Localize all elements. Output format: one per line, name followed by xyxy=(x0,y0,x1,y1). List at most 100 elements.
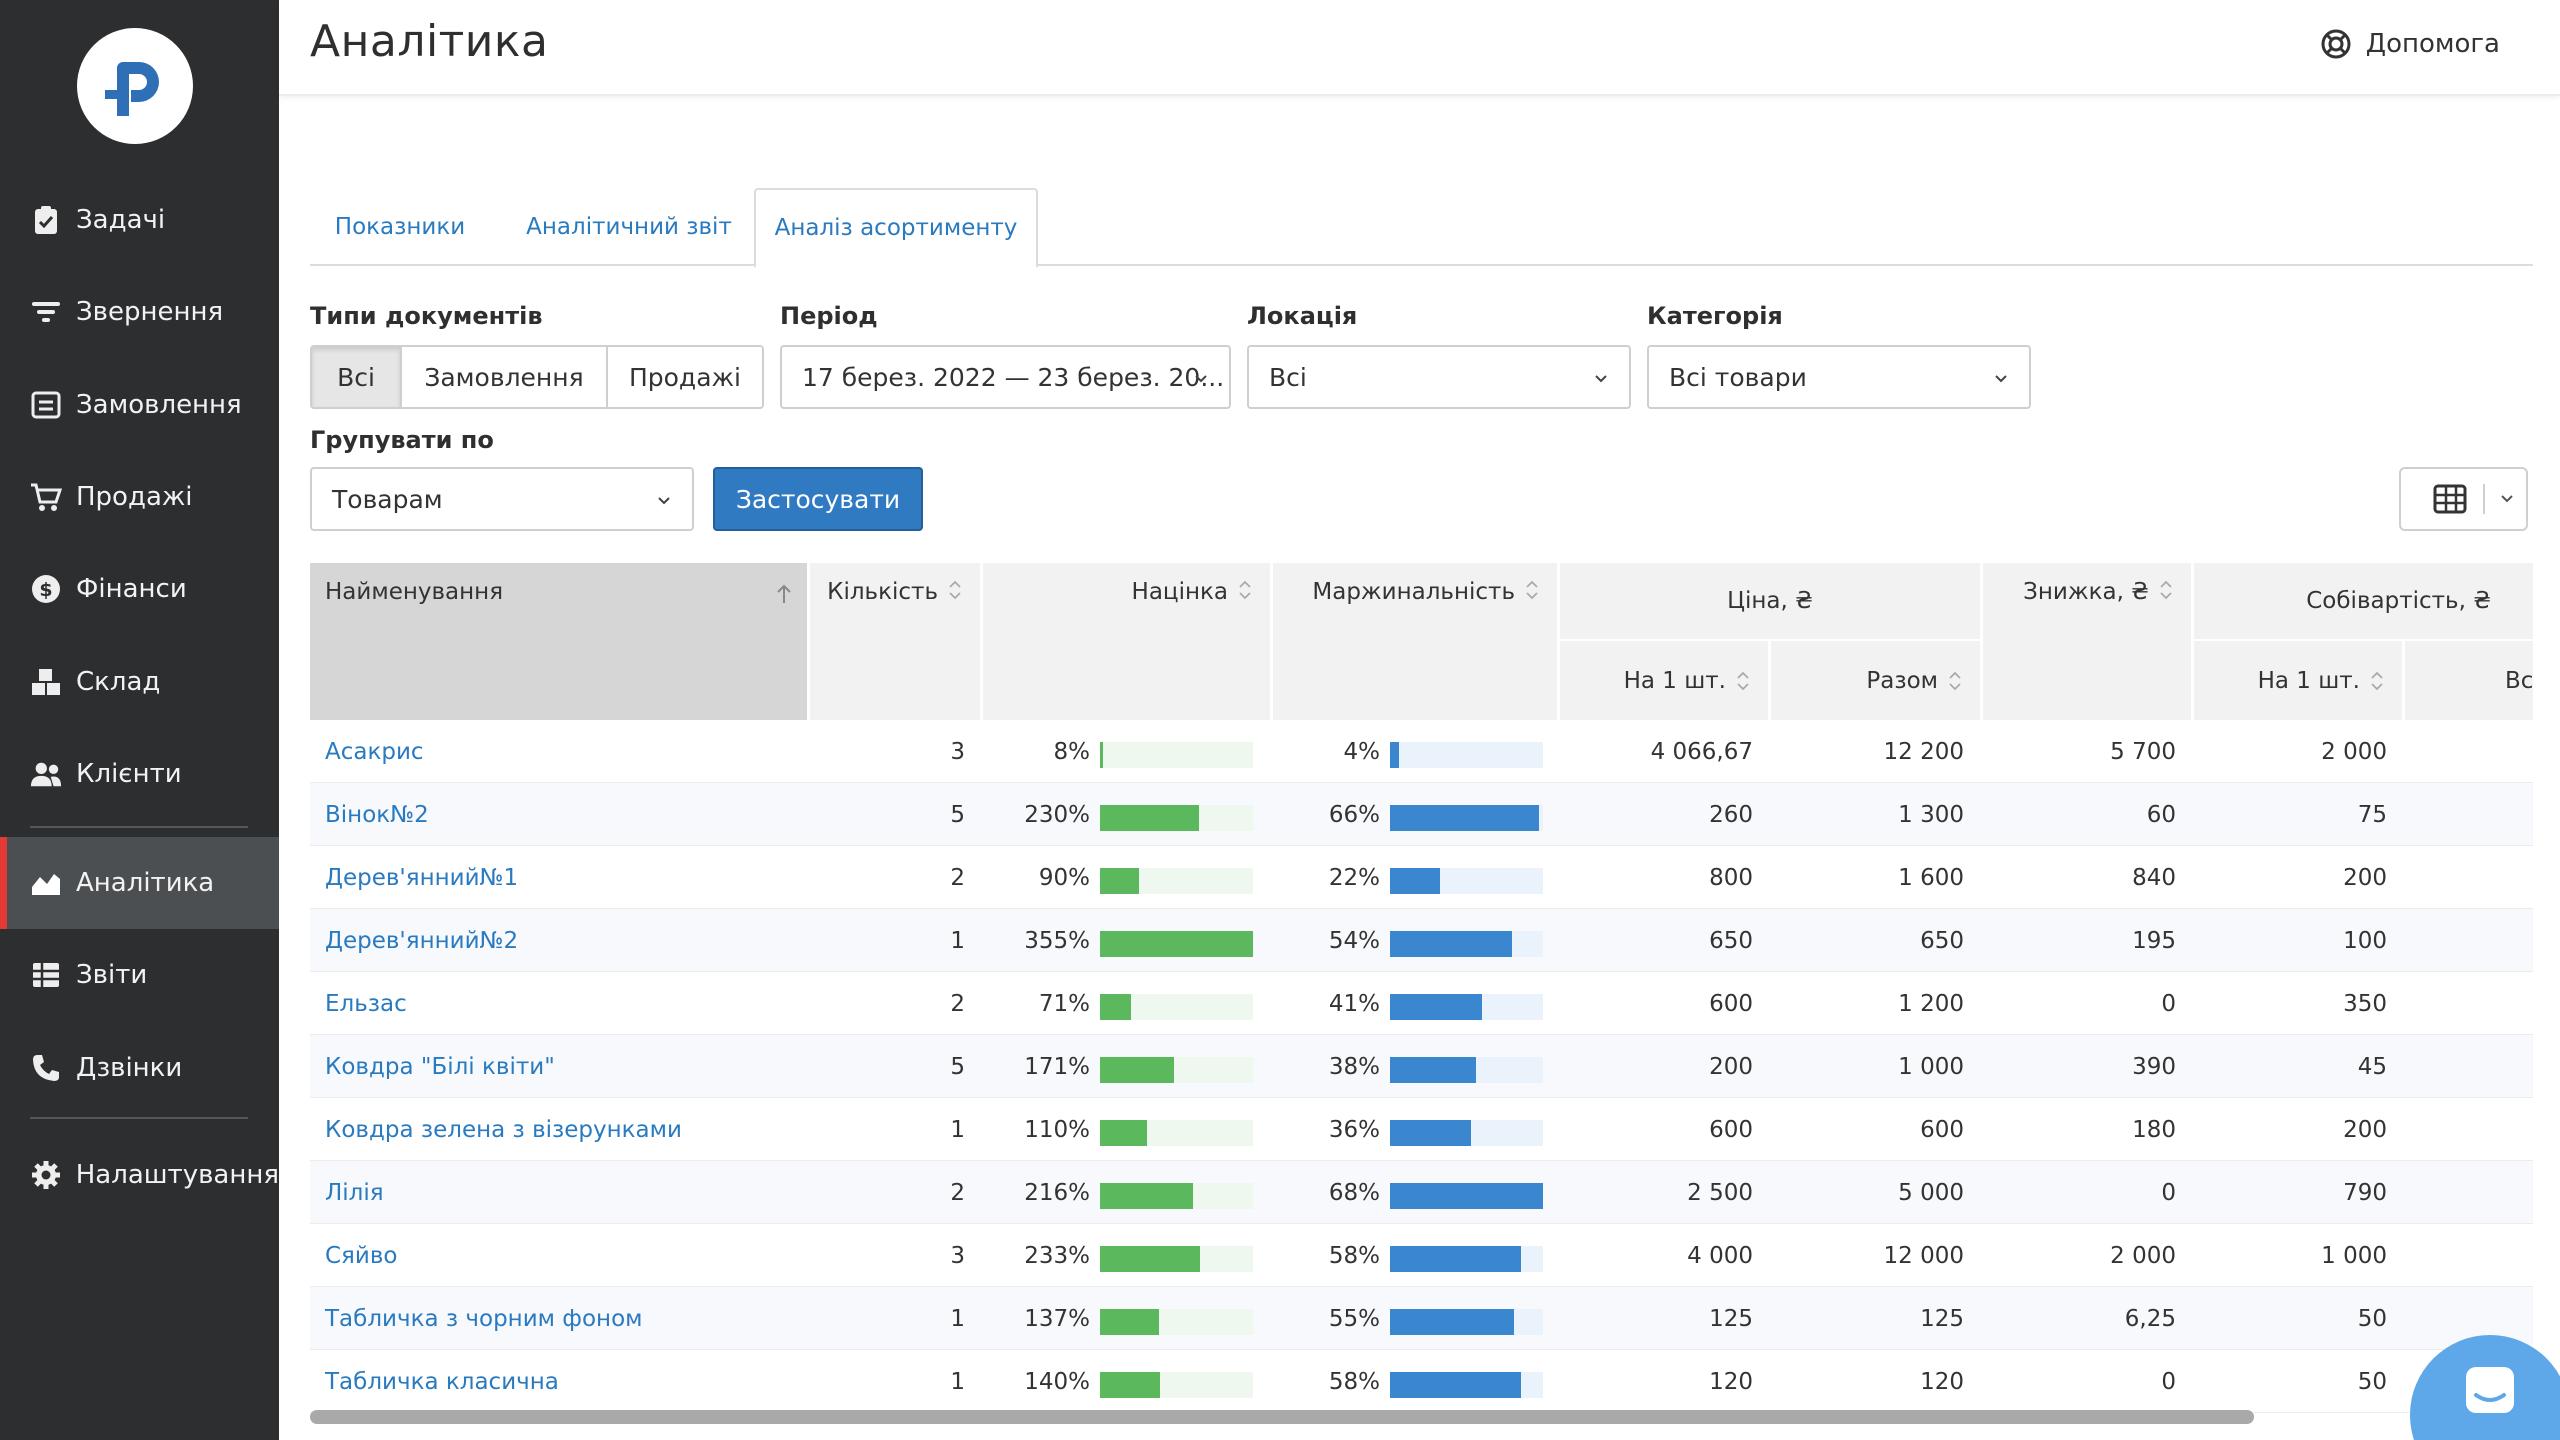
qty-cell: 1 xyxy=(950,1116,965,1143)
col-header-name-label: Найменування xyxy=(325,579,504,605)
tabs-bar: Показники Аналітичний звіт Аналіз асорти… xyxy=(310,188,2533,268)
product-name-link[interactable]: Дерев'янний№1 xyxy=(325,864,519,891)
sidebar-item-8[interactable]: Звіти xyxy=(0,929,279,1021)
horizontal-scrollbar[interactable] xyxy=(310,1410,2254,1424)
price-unit-cell: 4 000 xyxy=(1687,1242,1753,1269)
funnel-icon xyxy=(30,296,62,328)
margin-bar xyxy=(1390,868,1440,894)
margin-cell: 58% xyxy=(1328,1368,1380,1395)
help-label: Допомога xyxy=(2365,29,2500,59)
sidebar-item-label: Склад xyxy=(76,667,161,697)
qty-cell: 5 xyxy=(950,801,965,828)
cost-unit-cell: 50 xyxy=(2357,1305,2387,1332)
cost-unit-cell: 1 000 xyxy=(2321,1242,2387,1269)
cart-icon xyxy=(30,481,62,513)
col-header-cost-total[interactable]: Всь xyxy=(2405,641,2533,720)
sidebar-item-6[interactable]: Клієнти xyxy=(0,728,279,820)
product-name-link[interactable]: Табличка з чорним фоном xyxy=(325,1305,643,1332)
sidebar-item-0[interactable]: Задачі xyxy=(0,174,279,266)
markup-cell: 216% xyxy=(1024,1179,1090,1206)
col-header-qty-label: Кількість xyxy=(827,579,938,605)
qty-cell: 2 xyxy=(950,864,965,891)
product-name-link[interactable]: Ельзас xyxy=(325,990,407,1017)
markup-cell: 90% xyxy=(1038,864,1090,891)
sidebar-item-2[interactable]: Замовлення xyxy=(0,359,279,451)
discount-cell: 6,25 xyxy=(2124,1305,2176,1332)
sort-toggle-icon xyxy=(1239,580,1251,600)
col-header-price-unit[interactable]: На 1 шт. xyxy=(1560,641,1768,720)
chat-widget-button[interactable] xyxy=(2410,1335,2560,1440)
sidebar-item-1[interactable]: Звернення xyxy=(0,266,279,358)
category-select[interactable]: Всі товари xyxy=(1647,345,2031,409)
margin-cell: 4% xyxy=(1343,738,1381,765)
col-header-cost-unit[interactable]: На 1 шт. xyxy=(2194,641,2402,720)
app-logo[interactable] xyxy=(77,28,193,144)
sidebar-divider xyxy=(30,1117,248,1119)
doc-type-orders[interactable]: Замовлення xyxy=(402,347,608,407)
cost-unit-cell: 2 000 xyxy=(2321,738,2387,765)
table-row: Дерев'янний№1 2 90% 22% 800 1 600 840 200 xyxy=(310,846,2533,909)
markup-bar-track xyxy=(1100,1183,1253,1209)
col-header-cost-unit-label: На 1 шт. xyxy=(2257,667,2360,694)
group-by-select[interactable]: Товарам xyxy=(310,467,694,531)
sidebar-item-4[interactable]: $ Фінанси xyxy=(0,543,279,635)
table-view-toggle[interactable] xyxy=(2399,467,2528,531)
apply-button[interactable]: Застосувати xyxy=(713,467,923,531)
page-title: Аналітика xyxy=(310,16,549,67)
tab-indicators[interactable]: Показники xyxy=(334,214,466,240)
location-label: Локація xyxy=(1247,302,1358,330)
clipboard-check-icon xyxy=(30,204,62,236)
product-name-link[interactable]: Вінок№2 xyxy=(325,801,429,828)
markup-bar-track xyxy=(1100,1057,1253,1083)
gear-icon xyxy=(30,1159,62,1191)
markup-cell: 137% xyxy=(1024,1305,1090,1332)
product-name-link[interactable]: Лілія xyxy=(325,1179,384,1206)
product-name-link[interactable]: Сяйво xyxy=(325,1242,398,1269)
tab-analytical-report[interactable]: Аналітичний звіт xyxy=(526,214,732,240)
product-name-link[interactable]: Асакрис xyxy=(325,738,424,765)
price-unit-cell: 200 xyxy=(1709,1053,1753,1080)
help-link[interactable]: Допомога xyxy=(2320,28,2500,60)
location-select[interactable]: Всі xyxy=(1247,345,1631,409)
tab-assortment-analysis[interactable]: Аналіз асортименту xyxy=(754,188,1038,268)
col-header-price-total[interactable]: Разом xyxy=(1771,641,1980,720)
discount-cell: 0 xyxy=(2161,1368,2176,1395)
markup-bar-track xyxy=(1100,868,1253,894)
qty-cell: 2 xyxy=(950,990,965,1017)
col-header-discount[interactable]: Знижка, ₴ xyxy=(1983,563,2191,720)
doc-type-all[interactable]: Всі xyxy=(312,347,402,407)
markup-cell: 355% xyxy=(1024,927,1090,954)
sidebar-item-9[interactable]: Дзвінки xyxy=(0,1022,279,1114)
col-header-margin[interactable]: Маржинальність xyxy=(1273,563,1557,720)
markup-bar-track xyxy=(1100,1120,1253,1146)
col-header-markup[interactable]: Націнка xyxy=(983,563,1270,720)
col-header-qty[interactable]: Кількість xyxy=(810,563,980,720)
col-header-margin-label: Маржинальність xyxy=(1312,579,1515,605)
price-unit-cell: 4 066,67 xyxy=(1650,738,1753,765)
product-name-link[interactable]: Табличка класична xyxy=(325,1368,559,1395)
product-name-link[interactable]: Ковдра зелена з візерунками xyxy=(325,1116,682,1143)
sidebar-item-10[interactable]: Налаштування xyxy=(0,1129,279,1221)
table-row: Ковдра "Білі квіти" 5 171% 38% 200 1 000 390 45 xyxy=(310,1035,2533,1098)
table-row: Сяйво 3 233% 58% 4 000 12 000 2 000 1 000 xyxy=(310,1224,2533,1287)
sort-toggle-icon xyxy=(1526,580,1538,600)
price-unit-cell: 650 xyxy=(1709,927,1753,954)
sidebar-item-5[interactable]: Склад xyxy=(0,636,279,728)
sidebar-item-3[interactable]: Продажі xyxy=(0,451,279,543)
period-picker[interactable]: 17 берез. 2022 — 23 берез. 20... xyxy=(780,345,1231,409)
col-header-name[interactable]: Найменування xyxy=(310,563,807,720)
markup-bar-track xyxy=(1100,805,1253,831)
product-name-link[interactable]: Ковдра "Білі квіти" xyxy=(325,1053,555,1080)
price-total-cell: 650 xyxy=(1920,927,1964,954)
sidebar-item-7[interactable]: Аналітика xyxy=(0,837,279,929)
doc-types-segmented: Всі Замовлення Продажі xyxy=(310,345,764,409)
markup-bar xyxy=(1100,994,1131,1020)
product-name-link[interactable]: Дерев'янний№2 xyxy=(325,927,519,954)
price-unit-cell: 260 xyxy=(1709,801,1753,828)
chevron-down-icon xyxy=(658,497,670,505)
markup-bar xyxy=(1100,805,1200,831)
margin-bar-track xyxy=(1390,1372,1543,1398)
price-total-cell: 1 000 xyxy=(1898,1053,1964,1080)
doc-type-sales[interactable]: Продажі xyxy=(608,347,762,407)
markup-bar xyxy=(1100,1120,1148,1146)
